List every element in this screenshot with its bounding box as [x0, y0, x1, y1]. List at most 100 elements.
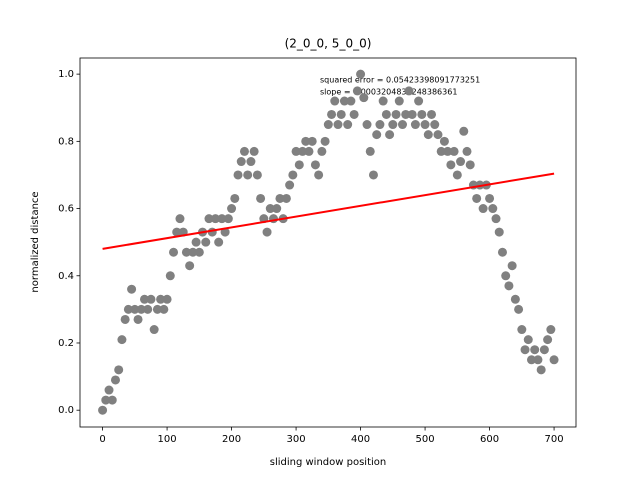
point — [204, 214, 214, 224]
point — [404, 86, 414, 96]
point — [298, 146, 308, 156]
y-tick-label: 0.8 — [58, 136, 74, 147]
point — [136, 304, 146, 314]
point — [291, 146, 301, 156]
point — [407, 109, 417, 119]
annotation: slope = 0.0003204836248386361 — [320, 88, 457, 97]
point — [323, 120, 333, 130]
point — [185, 261, 195, 271]
point — [217, 214, 227, 224]
point — [201, 237, 211, 247]
x-axis-label: sliding window position — [270, 457, 386, 468]
point — [349, 109, 359, 119]
x-tick-label: 100 — [158, 434, 177, 445]
point — [262, 227, 272, 237]
point — [385, 130, 395, 140]
point — [143, 304, 153, 314]
point — [252, 170, 262, 180]
point — [375, 120, 385, 130]
point — [417, 109, 427, 119]
y-tick-label: 0.0 — [58, 405, 74, 416]
point — [530, 345, 540, 355]
point — [478, 204, 488, 214]
point — [246, 157, 256, 167]
point — [523, 335, 533, 345]
point — [149, 325, 159, 335]
point — [265, 204, 275, 214]
point — [146, 294, 156, 304]
point — [472, 193, 482, 203]
point — [117, 335, 127, 345]
point — [517, 325, 527, 335]
point — [317, 146, 327, 156]
point — [449, 146, 459, 156]
point — [368, 170, 378, 180]
x-tick-label: 300 — [287, 434, 306, 445]
point — [104, 385, 114, 395]
point — [162, 294, 172, 304]
point — [456, 157, 466, 167]
y-tick-label: 0.2 — [58, 338, 74, 349]
point — [194, 247, 204, 257]
point — [452, 170, 462, 180]
y-tick-label: 1.0 — [58, 69, 74, 80]
point — [214, 237, 224, 247]
fit-line — [102, 172, 555, 250]
point — [188, 247, 198, 257]
point — [139, 294, 149, 304]
point — [169, 247, 179, 257]
point — [98, 405, 108, 415]
point — [110, 375, 120, 385]
point — [543, 335, 553, 345]
point — [156, 294, 166, 304]
chart-title: (2_0_0, 5_0_0) — [285, 37, 372, 51]
point — [414, 96, 424, 106]
point — [304, 146, 314, 156]
point — [275, 193, 285, 203]
x-tick-label: 500 — [416, 434, 435, 445]
point — [391, 109, 401, 119]
point — [339, 96, 349, 106]
point — [285, 180, 295, 190]
point — [301, 136, 311, 146]
x-tick-label: 600 — [480, 434, 499, 445]
point — [388, 120, 398, 130]
point — [281, 193, 291, 203]
point — [546, 325, 556, 335]
x-tick-label: 700 — [545, 434, 564, 445]
point — [159, 304, 169, 314]
plot-frame — [79, 57, 577, 428]
point — [430, 120, 440, 130]
point — [491, 214, 501, 224]
point — [333, 120, 343, 130]
point — [494, 227, 504, 237]
point — [181, 247, 191, 257]
x-tick-label: 0 — [99, 434, 105, 445]
point — [365, 146, 375, 156]
point — [510, 294, 520, 304]
point — [272, 204, 282, 214]
point — [191, 237, 201, 247]
point — [330, 96, 340, 106]
point — [288, 170, 298, 180]
point — [175, 214, 185, 224]
point — [114, 365, 124, 375]
point — [423, 130, 433, 140]
point — [536, 365, 546, 375]
point — [443, 146, 453, 156]
point — [359, 93, 369, 103]
point — [327, 109, 337, 119]
point — [127, 284, 137, 294]
point — [165, 271, 175, 281]
point — [346, 96, 356, 106]
point — [120, 314, 130, 324]
point — [362, 120, 372, 130]
y-tick-label: 0.4 — [58, 271, 74, 282]
point — [239, 146, 249, 156]
point — [256, 193, 266, 203]
point — [462, 146, 472, 156]
point — [352, 86, 362, 96]
x-tick-label: 400 — [351, 434, 370, 445]
point — [420, 120, 430, 130]
